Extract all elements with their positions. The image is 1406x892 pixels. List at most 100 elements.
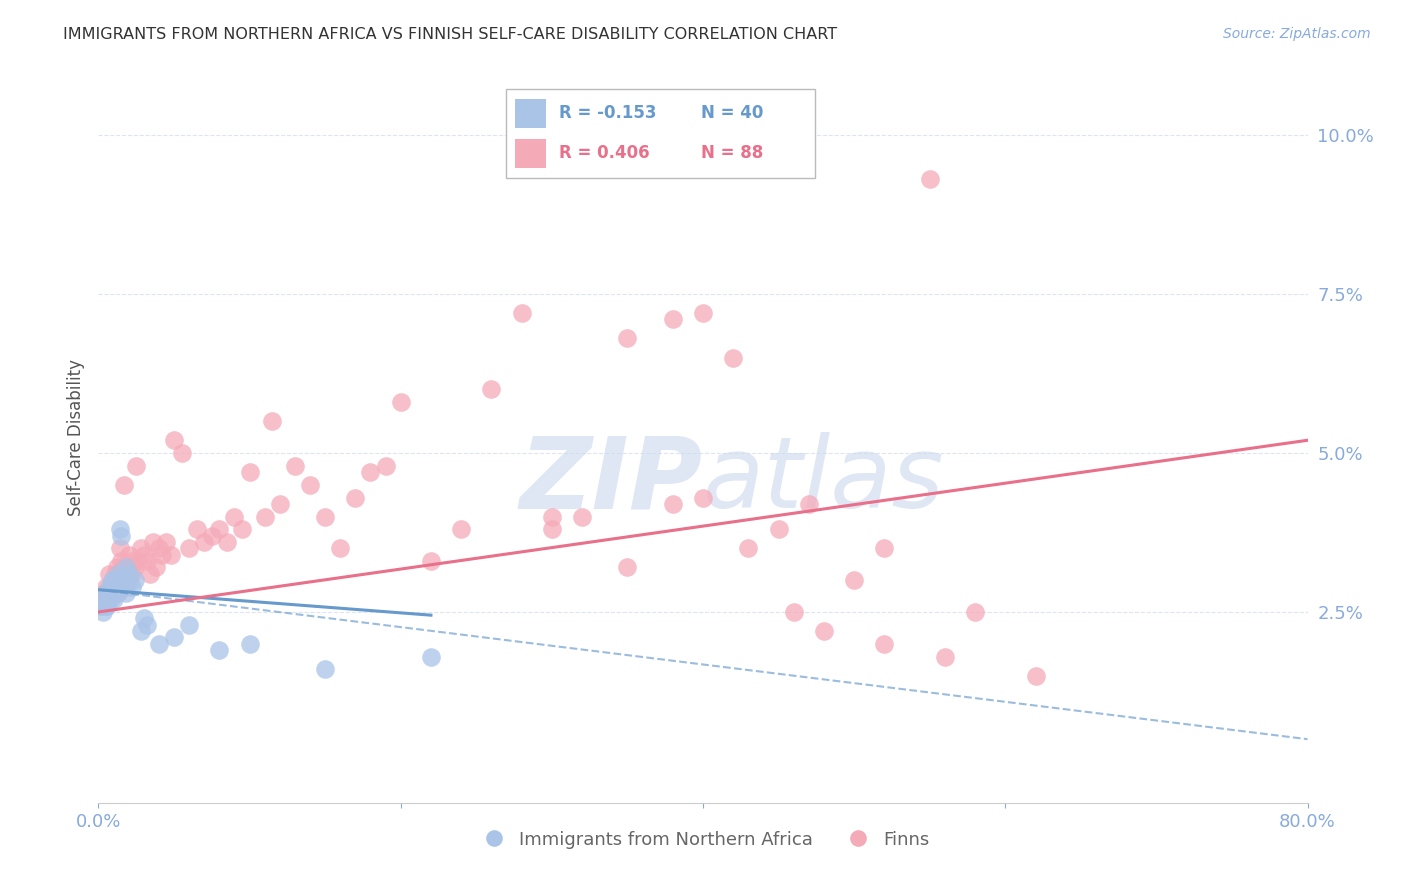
Point (360, 465, 382, 479)
Point (114, 586, 136, 600)
Point (101, 586, 124, 600)
Point (262, 414, 284, 428)
Point (145, 560, 167, 574)
Point (616, 560, 638, 574)
FancyBboxPatch shape (506, 89, 815, 178)
Point (91, 605, 114, 619)
Point (1024, 668, 1046, 682)
Point (768, 522, 790, 536)
Point (135, 554, 157, 568)
Point (239, 637, 262, 651)
Point (98, 586, 121, 600)
Point (121, 580, 143, 594)
Point (96, 599, 118, 613)
Point (105, 586, 128, 600)
Point (112, 573, 135, 587)
Point (100, 586, 122, 600)
Point (121, 554, 143, 568)
Point (163, 434, 186, 448)
Point (160, 548, 183, 562)
Point (98, 566, 121, 581)
Point (101, 586, 124, 600)
Point (104, 580, 127, 594)
Point (118, 566, 141, 581)
Point (94, 599, 117, 613)
Point (193, 535, 215, 549)
Point (91, 592, 114, 607)
Point (132, 548, 155, 562)
Point (121, 566, 143, 581)
Point (420, 649, 443, 664)
Text: N = 88: N = 88 (702, 145, 763, 162)
Point (103, 580, 125, 594)
Point (90, 599, 112, 613)
Point (329, 541, 352, 556)
Point (98, 580, 121, 594)
Point (135, 617, 157, 632)
Point (110, 529, 132, 543)
Point (299, 477, 322, 491)
Point (873, 637, 896, 651)
Point (314, 662, 336, 676)
Point (108, 522, 131, 536)
Point (96, 592, 118, 607)
Point (93, 592, 115, 607)
Point (107, 586, 129, 600)
Point (107, 566, 129, 581)
Point (132, 611, 155, 625)
Point (186, 522, 208, 536)
Point (155, 535, 177, 549)
Point (965, 605, 987, 619)
Point (105, 573, 128, 587)
Text: atlas: atlas (703, 433, 945, 530)
Point (118, 573, 141, 587)
Point (284, 458, 307, 473)
Point (94, 586, 117, 600)
Point (374, 458, 396, 473)
Text: R = 0.406: R = 0.406 (558, 145, 650, 162)
Point (148, 637, 170, 651)
Point (389, 395, 412, 409)
Point (170, 446, 193, 460)
Point (239, 465, 262, 479)
Point (208, 643, 231, 657)
Point (107, 580, 129, 594)
Text: Source: ZipAtlas.com: Source: ZipAtlas.com (1223, 27, 1371, 41)
Point (661, 312, 683, 326)
Point (105, 560, 128, 574)
Point (103, 586, 125, 600)
Point (208, 522, 231, 536)
Point (692, 491, 714, 505)
Point (253, 509, 276, 524)
Point (450, 522, 472, 536)
Text: N = 40: N = 40 (702, 104, 763, 122)
Point (94, 592, 117, 607)
Y-axis label: Self-Care Disability: Self-Care Disability (66, 359, 84, 516)
Point (873, 541, 896, 556)
Point (90, 599, 112, 613)
Point (111, 560, 134, 574)
Point (269, 497, 291, 511)
Point (510, 306, 533, 320)
Point (127, 554, 149, 568)
Point (112, 477, 135, 491)
Point (100, 580, 122, 594)
Point (934, 649, 956, 664)
Point (129, 541, 152, 556)
Text: R = -0.153: R = -0.153 (558, 104, 657, 122)
Point (918, 172, 941, 186)
Point (692, 306, 714, 320)
Point (616, 331, 638, 345)
Point (148, 541, 170, 556)
Point (114, 580, 136, 594)
Point (101, 573, 124, 587)
Point (314, 509, 336, 524)
Text: ZIP: ZIP (520, 433, 703, 530)
Point (797, 497, 820, 511)
Point (215, 535, 238, 549)
Point (125, 458, 148, 473)
Point (540, 522, 562, 536)
Point (224, 509, 246, 524)
Point (179, 617, 201, 632)
Point (783, 605, 806, 619)
